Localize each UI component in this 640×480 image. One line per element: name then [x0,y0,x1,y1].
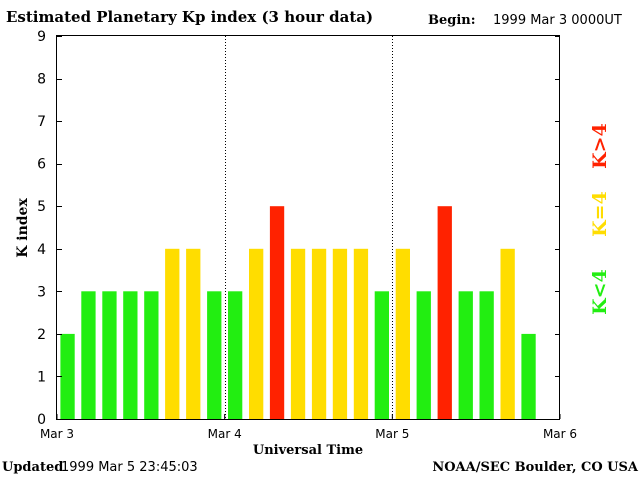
begin-label: Begin: [428,13,476,28]
chart-title: Estimated Planetary Kp index (3 hour dat… [6,8,374,26]
kp-bar [81,291,96,419]
kp-bar [165,248,180,419]
kp-bar [479,291,494,419]
legend-storm: K>4 [589,123,611,169]
y-tick-label: 2 [37,327,46,343]
x-tick-label: Mar 5 [375,427,409,441]
kp-bar [186,248,201,419]
kp-bar [102,291,117,419]
kp-bar [290,248,306,419]
kp-bar [500,248,515,419]
updated-timestamp: 1999 Mar 5 23:45:03 [61,460,198,475]
kp-bar [311,248,327,419]
begin-value: 1999 Mar 3 0000UT [493,13,622,28]
y-tick-label: 3 [37,284,46,300]
legend-quiet: K<4 [589,269,611,315]
kp-bar [332,248,348,419]
credit-label: NOAA/SEC Boulder, CO USA [432,460,638,475]
x-axis-label: Universal Time [253,443,363,458]
y-tick-label: 9 [37,29,46,45]
kp-bar [416,291,431,419]
kp-bar [207,291,222,419]
kp-bar [458,291,473,419]
plot-frame [56,35,560,420]
kp-bar [123,291,138,419]
kp-bar [353,248,369,419]
kp-bar [269,206,285,419]
y-tick-label: 0 [37,412,46,428]
kp-bar [437,206,452,419]
kp-bar [144,291,159,419]
y-tick-label: 6 [37,157,46,173]
kp-bar [60,333,75,419]
updated-label: Updated [2,460,64,475]
y-tick-label: 5 [37,199,46,215]
kp-bar [249,248,264,419]
kp-bar [521,333,536,419]
kp-bar [374,291,389,419]
y-tick-label: 1 [37,369,46,385]
y-axis-label: K index [15,198,31,258]
kp-bar [228,291,243,419]
x-tick-label: Mar 6 [543,427,577,441]
legend-unsettled: K=4 [589,191,611,237]
y-tick-label: 8 [37,72,46,88]
kp-bar [395,248,410,419]
y-tick-label: 4 [37,242,46,258]
x-tick-label: Mar 4 [208,427,242,441]
y-tick-label: 7 [37,114,46,130]
x-tick-label: Mar 3 [40,427,74,441]
